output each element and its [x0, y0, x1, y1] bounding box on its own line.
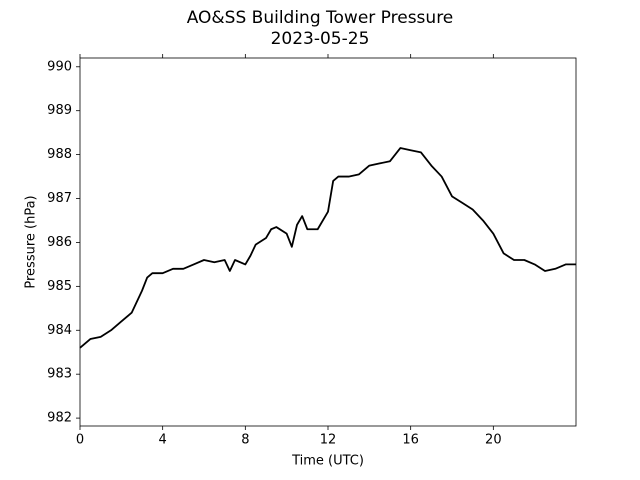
y-tick-label: 989: [47, 103, 72, 118]
x-tick-label: 0: [76, 433, 84, 448]
y-tick-label: 983: [47, 367, 72, 382]
chart-subtitle: 2023-05-25: [271, 29, 370, 49]
x-tick-label: 12: [320, 433, 337, 448]
y-tick-label: 985: [47, 279, 72, 294]
y-tick-label: 988: [47, 147, 72, 162]
y-axis-label: Pressure (hPa): [24, 195, 39, 288]
data-line: [79, 147, 576, 349]
x-axis-label: Time (UTC): [291, 454, 364, 469]
y-tick-label: 986: [47, 235, 72, 250]
x-tick-label: 4: [159, 433, 167, 448]
chart-title: AO&SS Building Tower Pressure: [187, 8, 454, 28]
x-tick-label: 8: [241, 433, 249, 448]
x-tick-label: 20: [485, 433, 502, 448]
y-tick-label: 987: [47, 191, 72, 206]
y-tick-label: 984: [47, 323, 72, 338]
x-tick-label: 16: [402, 433, 419, 448]
plot-frame: [79, 57, 577, 427]
y-tick-label: 990: [47, 59, 72, 74]
y-tick-label: 982: [47, 411, 72, 426]
